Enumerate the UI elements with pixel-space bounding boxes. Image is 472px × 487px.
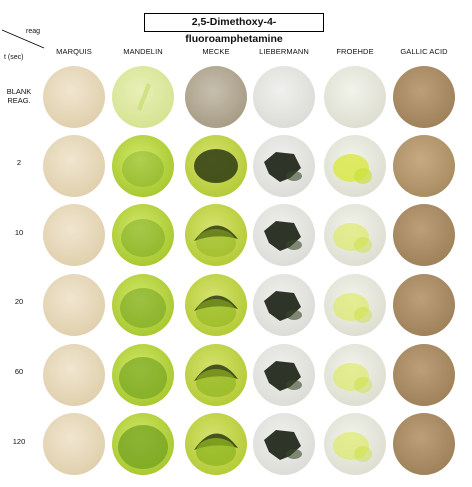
well-mandelin-20-reaction-spot — [120, 288, 166, 328]
time-axis-label: t (sec) — [4, 54, 24, 61]
well-mandelin-60-reaction-spot — [119, 357, 167, 399]
column-header-froehde: FROEHDE — [336, 47, 374, 56]
column-header-liebermann: LIEBERMANN — [259, 47, 309, 56]
well-liebermann-20-residue-tail — [286, 310, 302, 320]
well-gallic-acid-10 — [393, 204, 455, 266]
column-header-marquis: MARQUIS — [56, 47, 92, 56]
column-header-mecke: MECKE — [202, 47, 230, 56]
row-header-2: 2 — [16, 158, 22, 167]
reagent-axis-label: reag — [26, 28, 41, 35]
well-liebermann-60-residue-tail — [286, 380, 302, 390]
well-mandelin-2-reaction-spot — [122, 151, 164, 187]
well-marquis-120 — [43, 413, 105, 475]
corner-diagonal-line — [1, 29, 45, 49]
row-header-blank-line1: BLANK — [6, 87, 32, 96]
well-froehde-10-yellow-patch — [354, 237, 372, 253]
well-froehde-blank — [324, 66, 386, 128]
well-marquis-blank — [43, 66, 105, 128]
well-marquis-60 — [43, 344, 105, 406]
axis-corner: reag t (sec) — [0, 28, 46, 68]
well-mecke-10-green-halo — [196, 229, 236, 257]
well-froehde-60-yellow-spot — [333, 363, 369, 391]
well-marquis-10 — [43, 204, 105, 266]
well-gallic-acid-20 — [393, 274, 455, 336]
row-header-blank-line2: REAG. — [7, 96, 31, 105]
well-mecke-120-green-halo — [196, 438, 236, 466]
well-froehde-2-yellow-patch — [354, 168, 372, 184]
well-froehde-20-yellow-patch — [354, 307, 372, 323]
row-header-20: 20 — [14, 297, 24, 306]
well-froehde-60-yellow-patch — [354, 377, 372, 393]
well-marquis-20 — [43, 274, 105, 336]
well-mandelin-blank-streak — [137, 83, 151, 111]
well-mecke-blank — [185, 66, 247, 128]
well-mandelin-10 — [112, 204, 174, 266]
well-mecke-2-dark-spot — [194, 149, 238, 183]
well-gallic-acid-60 — [393, 344, 455, 406]
well-liebermann-blank — [253, 66, 315, 128]
well-mandelin-2 — [112, 135, 174, 197]
well-gallic-acid-2 — [393, 135, 455, 197]
well-froehde-120-yellow-spot — [333, 432, 369, 460]
well-mandelin-10-reaction-spot — [121, 219, 165, 257]
well-gallic-acid-blank — [393, 66, 455, 128]
well-froehde-20-yellow-spot — [333, 293, 369, 321]
well-liebermann-2-residue-tail — [286, 171, 302, 181]
row-header-blank: BLANK REAG. — [0, 87, 38, 105]
well-froehde-10-yellow-spot — [333, 223, 369, 251]
well-liebermann-120-residue-tail — [286, 449, 302, 459]
well-liebermann-10-residue-tail — [286, 240, 302, 250]
well-gallic-acid-120 — [393, 413, 455, 475]
well-froehde-120-yellow-patch — [354, 446, 372, 462]
well-marquis-2 — [43, 135, 105, 197]
column-header-mandelin: MANDELIN — [123, 47, 163, 56]
page-title: 2,5-Dimethoxy-4-fluoroamphetamine — [144, 13, 324, 45]
row-header-10: 10 — [14, 228, 24, 237]
row-header-60: 60 — [14, 367, 24, 376]
row-header-120: 120 — [12, 437, 26, 446]
well-mecke-20-green-halo — [196, 299, 236, 327]
column-header-gallic-acid: GALLIC ACID — [400, 47, 448, 56]
well-mecke-60-green-halo — [196, 369, 236, 397]
well-mandelin-120-reaction-spot — [118, 425, 168, 469]
